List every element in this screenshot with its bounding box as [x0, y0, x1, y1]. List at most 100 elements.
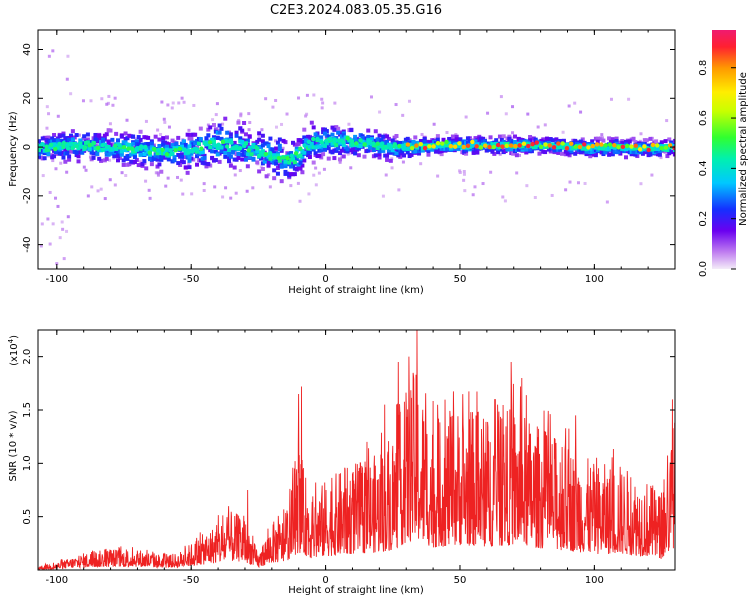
spectrogram-cell — [78, 141, 83, 146]
noise-cell — [48, 242, 52, 246]
spectrogram-cell — [334, 143, 339, 148]
ridge-peak — [427, 144, 432, 149]
noise-cell — [65, 229, 69, 233]
spectrogram-cell — [514, 153, 519, 158]
snr-y-label: SNR (10 * v/v) — [8, 410, 19, 481]
noise-cell — [462, 172, 466, 176]
spectrogram-cell — [400, 149, 405, 154]
noise-cell — [45, 126, 49, 130]
spectrogram-cell — [390, 148, 395, 153]
spectrogram-cell — [264, 174, 269, 179]
spectrogram-cell — [528, 135, 533, 140]
ridge-peak — [319, 139, 325, 145]
spectrogram-cell — [385, 157, 390, 162]
spectrogram-cell — [52, 133, 57, 138]
spectrogram-cell — [426, 152, 431, 157]
spectrogram-cell — [93, 132, 98, 137]
y-tick-label: 0.5 — [22, 509, 33, 525]
spectrogram-cell — [185, 148, 190, 153]
spectrogram-cell — [413, 135, 418, 140]
spectrogram-cell — [50, 144, 55, 149]
noise-cell — [182, 100, 186, 104]
noise-cell — [202, 182, 206, 186]
spectrogram-cell — [368, 145, 373, 150]
ridge-peak — [543, 142, 548, 147]
ridge-peak — [517, 143, 522, 148]
spectrogram-cell — [332, 140, 337, 145]
spectrogram-cell — [409, 152, 414, 157]
ridge-peak — [233, 146, 239, 151]
ridge-peak — [311, 136, 316, 142]
spectrogram-cell — [578, 139, 583, 144]
noise-cell — [233, 173, 237, 177]
noise-cell — [390, 157, 394, 161]
spectrogram-cell — [394, 133, 399, 138]
noise-cell — [234, 191, 238, 195]
ridge-peak — [603, 143, 608, 148]
spectrogram-cell — [204, 164, 209, 169]
spectrogram-cell — [558, 147, 563, 152]
noise-cell — [51, 222, 55, 226]
spectrogram-cell — [356, 153, 361, 158]
x-tick-label: 100 — [585, 274, 604, 285]
noise-cell — [298, 199, 302, 203]
noise-cell — [164, 184, 168, 188]
spectrogram-cell — [315, 134, 320, 139]
noise-cell — [229, 196, 233, 200]
noise-cell — [238, 169, 242, 173]
ridge-peak — [242, 143, 247, 149]
noise-cell — [561, 130, 565, 134]
spectrogram-cell — [353, 134, 358, 139]
ridge-peak — [332, 137, 337, 142]
spectrogram-cell — [601, 138, 606, 143]
spectrogram-cell — [159, 157, 164, 162]
noise-cell — [187, 162, 191, 166]
spectrogram-cell — [253, 145, 258, 150]
noise-cell — [54, 167, 58, 171]
spectrogram-cell — [266, 163, 271, 168]
spectrogram-cell — [640, 147, 645, 152]
spectrogram-cell — [223, 116, 228, 121]
noise-cell — [108, 122, 112, 126]
noise-cell — [144, 179, 148, 183]
ridge-peak — [560, 141, 565, 146]
noise-cell — [247, 112, 251, 116]
noise-cell — [526, 112, 530, 116]
spectrogram-cell — [270, 147, 275, 152]
spectrogram-cell — [601, 146, 606, 151]
noise-cell — [271, 105, 275, 109]
noise-cell — [445, 130, 449, 134]
spectrogram-cell — [260, 143, 265, 148]
spectrogram-cell — [654, 139, 659, 144]
spectrogram-cell — [155, 157, 160, 162]
spectrogram-cell — [274, 146, 279, 151]
spectrogram-cell — [74, 133, 79, 138]
spectrogram-cell — [420, 146, 425, 151]
spectrogram-cell — [473, 147, 478, 152]
spectrogram-cell — [313, 132, 318, 137]
spectrogram-cell — [240, 148, 245, 153]
spectrogram-cell — [300, 170, 305, 175]
noise-cell — [120, 171, 124, 175]
spectrogram-cell — [435, 137, 440, 142]
noise-cell — [99, 187, 103, 191]
spectrogram-cell — [338, 151, 343, 156]
spectrogram-y-axis: -40 -20 0 20 40 — [22, 43, 675, 253]
ridge-peak — [108, 146, 114, 152]
ridge-peak — [478, 145, 484, 150]
noise-cell — [65, 170, 69, 174]
spectrogram-cell — [313, 151, 318, 156]
ridge-peak — [315, 136, 320, 142]
colorbar-tick-label: 0.6 — [698, 110, 709, 126]
ridge-peak — [414, 143, 419, 148]
noise-cell — [346, 152, 350, 156]
noise-cell — [106, 101, 110, 105]
noise-cell — [51, 49, 55, 53]
colorbar-tick-label: 0.0 — [698, 261, 709, 277]
spectrogram-cell — [454, 137, 459, 142]
spectrogram-cell — [260, 149, 265, 154]
ridge-peak — [160, 147, 165, 152]
spectrogram-cell — [584, 149, 589, 154]
colorbar-gradient — [712, 30, 736, 269]
ridge-peak — [345, 136, 350, 141]
